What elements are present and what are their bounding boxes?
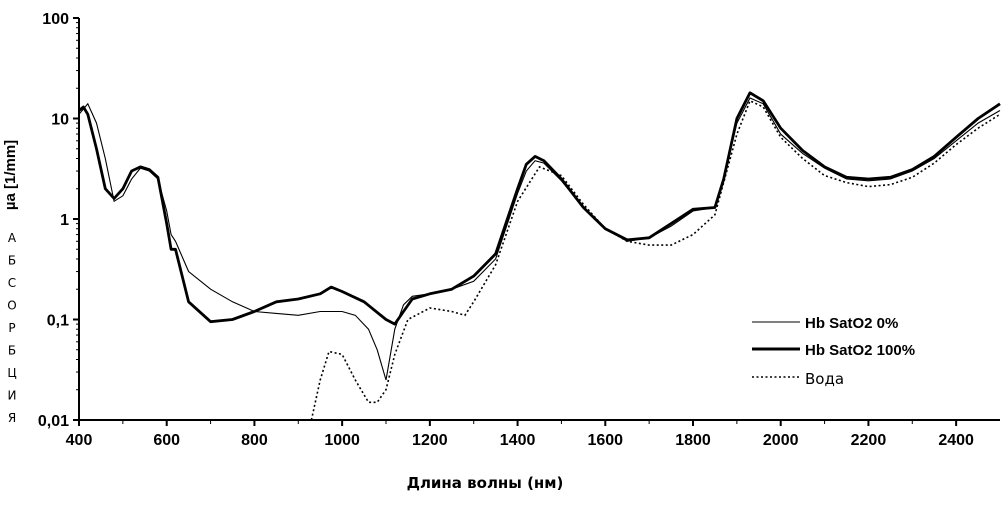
series-layer [78,91,1001,421]
legend-label-sat100: Hb SatO2 100% [805,342,915,359]
y-axis-letter: А [8,231,17,245]
y-tick-label: 100 [42,11,69,28]
series-line-2 [310,99,1001,421]
y-axis-letter: Б [8,254,16,268]
y-axis-letter: О [7,299,16,313]
series-line-0 [78,97,1001,381]
legend: Hb SatO2 0% Hb SatO2 100% Вода [752,315,915,388]
y-tick-group: 0,01 0,1 1 10 100 [38,11,79,430]
y-tick-label: 0,1 [47,313,69,330]
x-tick-label: 1800 [675,432,711,449]
x-tick-label: 2200 [851,432,887,449]
x-tick-label: 400 [66,432,93,449]
x-tick-label: 800 [241,432,268,449]
legend-label-sat0: Hb SatO2 0% [805,315,898,332]
x-tick-label: 1000 [324,432,360,449]
x-tick-label: 2000 [763,432,799,449]
x-tick-label: 1400 [500,432,536,449]
x-axis-label: Длина волны (нм) [407,474,564,492]
y-axis-letter: Ц [7,366,16,380]
y-tick-label: 10 [51,112,69,129]
y-axis-letter: Р [8,321,15,335]
y-tick-label: 1 [60,212,69,229]
x-tick-label: 1600 [587,432,623,449]
x-tick-label: 1200 [412,432,448,449]
legend-label-water: Вода [805,370,844,388]
y-axis-letter: С [8,276,16,290]
series-line-1 [78,91,1001,326]
y-axis-label: µa [1/mm] [2,140,19,210]
x-tick-group: 400 600 800 1000 1200 1400 1600 1800 2000 2200 240… [66,420,974,449]
y-tick-label: 0,01 [38,413,69,430]
y-axis-letter: Б [8,344,16,358]
y-axis-letter: И [8,389,17,403]
y-axis-letter: Я [8,411,16,425]
x-tick-label: 600 [153,432,180,449]
x-tick-label: 2400 [938,432,974,449]
